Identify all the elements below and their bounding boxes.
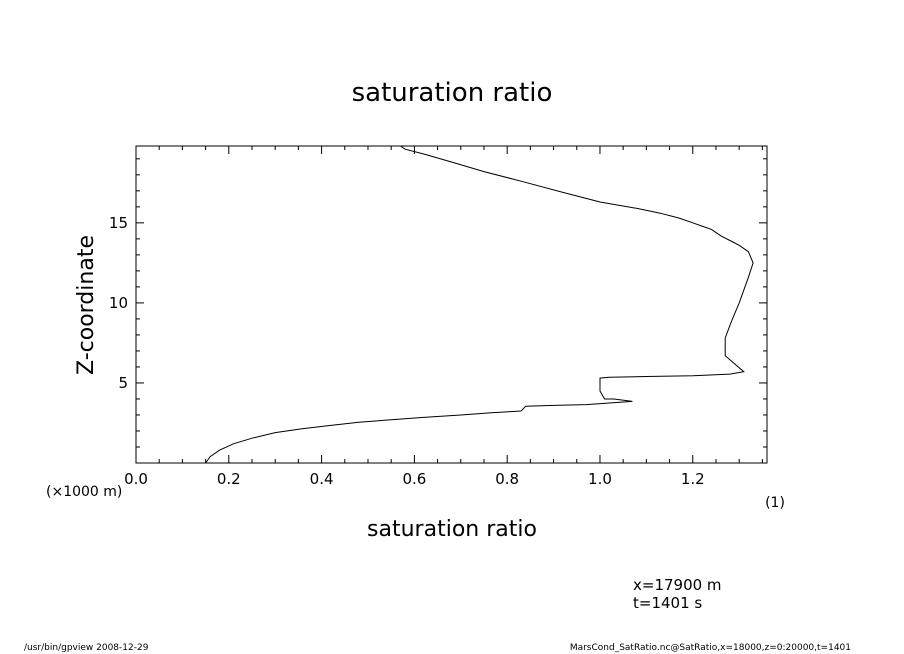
info-time: t=1401 s: [633, 594, 702, 612]
y-unit-label: (×1000 m): [46, 484, 122, 500]
x-tick-label: 1.2: [681, 470, 705, 488]
y-axis-ticks: 5 10 15: [109, 158, 767, 448]
footer-right: MarsCond_SatRatio.nc@SatRatio,x=18000,z=…: [570, 643, 851, 653]
y-tick-label: 10: [109, 294, 128, 312]
y-tick-label: 15: [109, 214, 128, 232]
x-tick-label: 0.8: [495, 470, 519, 488]
plot-frame: [135, 145, 768, 464]
x-tick-label: 0.2: [217, 470, 241, 488]
x-axis-ticks: 0.0 0.2 0.4 0.6 0.8 1.0 1.2: [124, 146, 763, 488]
x-tick-label: 0.6: [402, 470, 426, 488]
y-axis-title: Z-coordinate: [74, 235, 99, 375]
info-position: x=17900 m: [633, 576, 722, 594]
y-tick-label: 5: [118, 374, 128, 392]
x-tick-label: 1.0: [588, 470, 612, 488]
footer-left: /usr/bin/gpview 2008-12-29: [24, 643, 149, 653]
chart-title: saturation ratio: [352, 78, 553, 108]
x-axis-title: saturation ratio: [367, 517, 537, 542]
x-tick-label: 0.4: [310, 470, 334, 488]
series-line: [205, 145, 754, 464]
x-tick-label: 0.0: [124, 470, 148, 488]
x-unit-label: (1): [765, 495, 785, 511]
